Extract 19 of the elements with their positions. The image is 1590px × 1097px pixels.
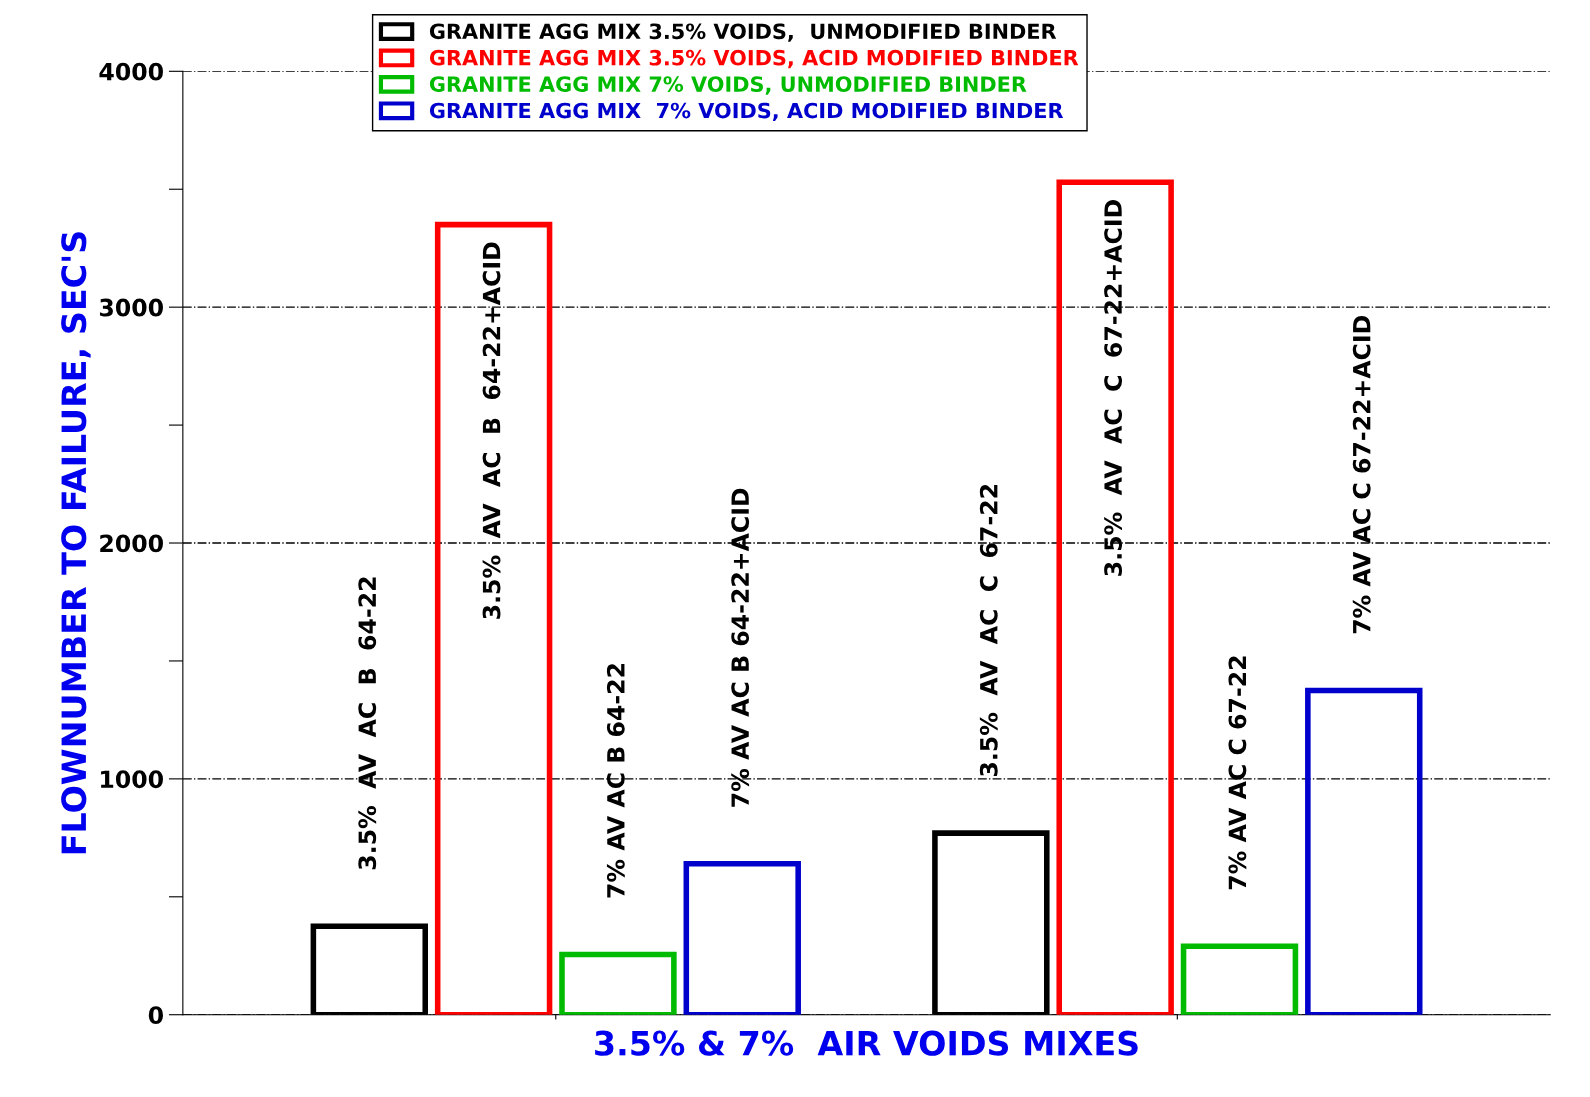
y-tick-label: 0 [148, 1006, 163, 1025]
legend-label: GRANITE AGG MIX 3.5% VOIDS, UNMODIFIED BINDER [429, 23, 1057, 42]
y-tick-label: 1000 [101, 770, 163, 789]
y-axis-title: FLOWNUMBER TO FAILURE, SEC'S [61, 232, 91, 854]
legend-label: GRANITE AGG MIX 7% VOIDS, ACID MODIFIED BINDER [429, 102, 1064, 122]
annotation: 3.5% AV AC B 64-22 [358, 577, 377, 870]
annotation: 3.5% AV AC C 67-22+ACID [1104, 200, 1123, 576]
annotation: 7% AV AC B 64-22 [606, 664, 625, 898]
annotation: 3.5% AV AC B 64-22+ACID [482, 242, 501, 619]
annotation: 3.5% AV AC C 67-22 [979, 484, 998, 776]
annotation: 7% AV AC B 64-22+ACID [731, 488, 750, 807]
y-tick-label: 3000 [99, 298, 163, 317]
legend-label: GRANITE AGG MIX 3.5% VOIDS, ACID MODIFIED BINDER [429, 49, 1079, 69]
legend-label: GRANITE AGG MIX 7% VOIDS, UNMODIFIED BINDER [429, 76, 1027, 95]
y-tick-label: 2000 [100, 534, 163, 553]
x-axis-title: 3.5% & 7% AIR VOIDS MIXES [595, 1030, 1138, 1056]
annotation: 7% AV AC C 67-22 [1228, 656, 1247, 890]
annotation: 7% AV AC C 67-22+ACID [1352, 315, 1371, 634]
y-tick-label: 4000 [99, 62, 163, 81]
